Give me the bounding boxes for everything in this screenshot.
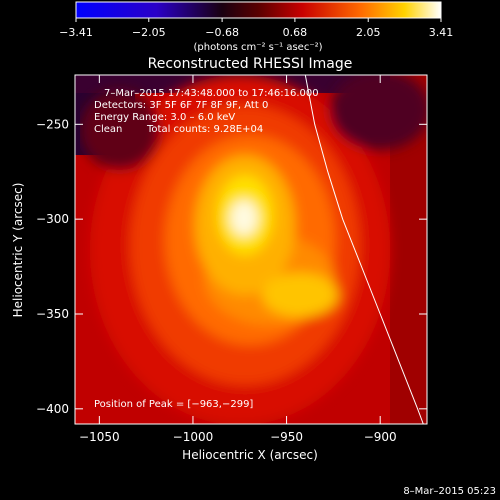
x-tick-label: −1050 [79, 430, 120, 444]
y-axis-label: Heliocentric Y (arcsec) [11, 183, 25, 318]
annotation-detectors: Detectors: 3F 5F 6F 7F 8F 9F, Att 0 [94, 100, 268, 111]
colorbar-unit-label: (photons cm⁻² s⁻¹ asec⁻²) [193, 42, 322, 53]
colorbar-tick-label: −0.68 [205, 26, 239, 39]
x-axis-label: Heliocentric X (arcsec) [182, 448, 318, 462]
plot-frame [74, 74, 428, 425]
y-tick-label: −300 [36, 212, 69, 226]
annotation-method: Clean [94, 124, 122, 135]
y-tick-label: −350 [36, 307, 69, 321]
annotation-peak: Position of Peak = [−963,−299] [94, 399, 253, 410]
annotation-time-range: 7–Mar–2015 17:43:48.000 to 17:46:16.000 [104, 88, 319, 99]
x-tick-label: −900 [364, 430, 397, 444]
colorbar-tick-label: 2.05 [356, 26, 381, 39]
solar-limb-curve [304, 75, 424, 424]
colorbar-ticks: −3.41 −2.05 −0.68 0.68 2.05 3.41 [59, 18, 453, 39]
heatmap-image [75, 75, 427, 424]
footer-date: 8–Mar–2015 05:23 [403, 486, 496, 497]
x-axis-ticks: −1050 −1000 −950 −900 [79, 75, 397, 444]
colorbar-tick-label: −3.41 [59, 26, 93, 39]
y-tick-label: −400 [36, 402, 69, 416]
annotation-energy: Energy Range: 3.0 – 6.0 keV [94, 112, 235, 123]
x-tick-label: −1000 [173, 430, 214, 444]
annotation-counts: Total counts: 9.28E+04 [146, 124, 263, 135]
y-axis-ticks: −250 −300 −350 −400 [36, 117, 427, 416]
colorbar-tick-label: 0.68 [283, 26, 308, 39]
colorbar-tick-label: 3.41 [429, 26, 454, 39]
y-tick-label: −250 [36, 117, 69, 131]
chart-title: Reconstructed RHESSI Image [148, 56, 353, 72]
x-tick-label: −950 [270, 430, 303, 444]
colorbar-tick-label: −2.05 [132, 26, 166, 39]
colorbar [75, 1, 442, 19]
